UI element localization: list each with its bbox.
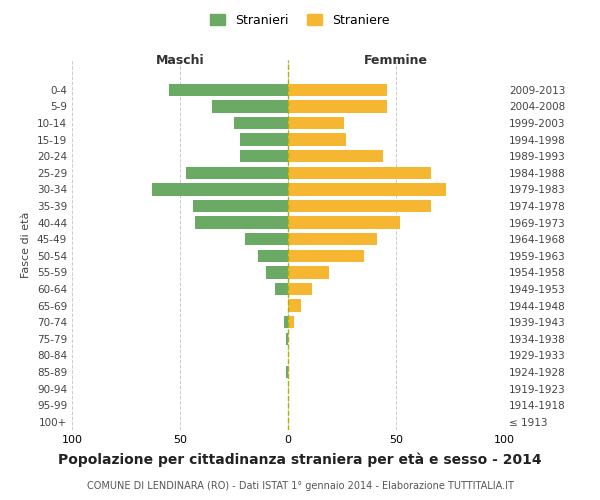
- Bar: [152, 183, 288, 196]
- Y-axis label: Fasce di età: Fasce di età: [22, 212, 31, 278]
- Bar: [288, 233, 377, 245]
- Text: Maschi: Maschi: [155, 54, 205, 68]
- Bar: [187, 166, 288, 179]
- Bar: [284, 316, 288, 328]
- Bar: [288, 183, 446, 196]
- Bar: [275, 282, 288, 295]
- Bar: [288, 300, 301, 312]
- Bar: [288, 150, 383, 162]
- Bar: [288, 216, 400, 229]
- Bar: [286, 366, 288, 378]
- Bar: [212, 100, 288, 112]
- Bar: [258, 250, 288, 262]
- Bar: [245, 233, 288, 245]
- Bar: [286, 332, 288, 345]
- Bar: [288, 134, 346, 146]
- Text: COMUNE DI LENDINARA (RO) - Dati ISTAT 1° gennaio 2014 - Elaborazione TUTTITALIA.: COMUNE DI LENDINARA (RO) - Dati ISTAT 1°…: [86, 481, 514, 491]
- Bar: [288, 100, 388, 112]
- Bar: [234, 117, 288, 130]
- Bar: [288, 84, 388, 96]
- Bar: [288, 200, 431, 212]
- Legend: Stranieri, Straniere: Stranieri, Straniere: [205, 8, 395, 32]
- Text: Femmine: Femmine: [364, 54, 428, 68]
- Bar: [288, 282, 312, 295]
- Bar: [288, 166, 431, 179]
- Bar: [288, 316, 295, 328]
- Bar: [241, 150, 288, 162]
- Bar: [266, 266, 288, 278]
- Bar: [288, 117, 344, 130]
- Bar: [288, 250, 364, 262]
- Bar: [193, 200, 288, 212]
- Bar: [288, 266, 329, 278]
- Bar: [169, 84, 288, 96]
- Text: Popolazione per cittadinanza straniera per età e sesso - 2014: Popolazione per cittadinanza straniera p…: [58, 452, 542, 467]
- Bar: [195, 216, 288, 229]
- Bar: [241, 134, 288, 146]
